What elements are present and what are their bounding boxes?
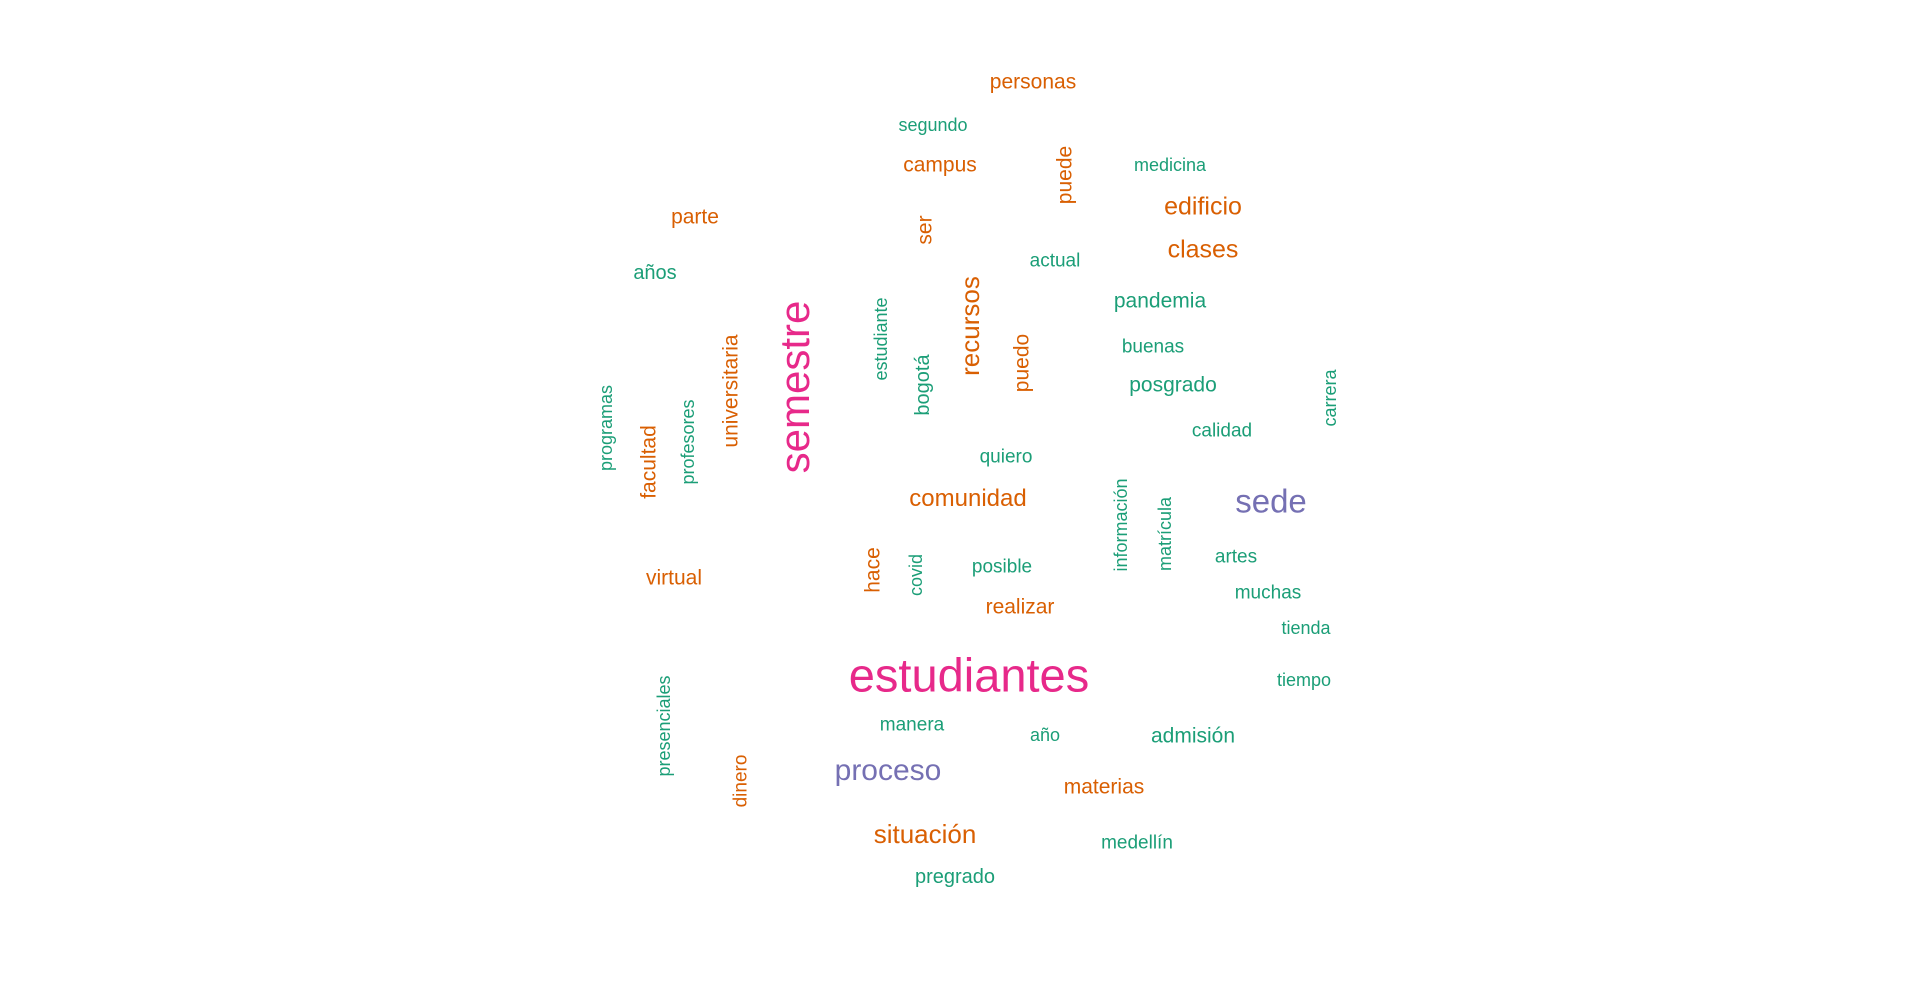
word-universitaria: universitaria <box>719 334 743 448</box>
word-año: año <box>1029 725 1061 745</box>
word-tiempo: tiempo <box>1276 670 1332 690</box>
word-pandemia: pandemia <box>1113 289 1207 313</box>
word-recursos: recursos <box>955 276 985 376</box>
word-dinero: dinero <box>730 754 752 808</box>
word-hace: hace <box>861 547 885 593</box>
word-buenas: buenas <box>1121 336 1185 358</box>
word-carrera: carrera <box>1320 369 1340 427</box>
word-situación: situación <box>873 819 977 849</box>
word-muchas: muchas <box>1234 582 1302 604</box>
word-años: años <box>633 262 677 284</box>
word-proceso: proceso <box>834 754 942 787</box>
word-calidad: calidad <box>1191 420 1253 442</box>
word-medellín: medellín <box>1101 832 1173 854</box>
word-comunidad: comunidad <box>909 485 1027 512</box>
word-pregrado: pregrado <box>914 866 996 888</box>
word-artes: artes <box>1214 546 1258 568</box>
word-manera: manera <box>879 714 945 736</box>
word-sede: sede <box>1235 482 1307 520</box>
word-puede: puede <box>1053 145 1077 205</box>
word-programas: programas <box>596 384 616 472</box>
word-admisión: admisión <box>1150 724 1236 748</box>
word-presenciales: presenciales <box>654 675 674 777</box>
word-bogotá: bogotá <box>912 354 934 416</box>
word-facultad: facultad <box>637 425 661 499</box>
word-estudiante: estudiante <box>871 297 891 381</box>
word-medicina: medicina <box>1133 155 1207 175</box>
word-semestre: semestre <box>771 300 818 474</box>
word-posgrado: posgrado <box>1129 373 1217 397</box>
word-tienda: tienda <box>1281 618 1331 638</box>
word-edificio: edificio <box>1164 192 1242 221</box>
word-matrícula: matrícula <box>1155 496 1175 572</box>
word-posible: posible <box>971 556 1033 578</box>
word-ser: ser <box>913 215 937 245</box>
word-estudiantes: estudiantes <box>848 648 1090 702</box>
word-clases: clases <box>1167 235 1239 264</box>
word-covid: covid <box>906 553 926 597</box>
word-actual: actual <box>1029 250 1081 272</box>
word-materias: materias <box>1063 775 1145 799</box>
word-realizar: realizar <box>985 595 1055 619</box>
word-quiero: quiero <box>979 446 1033 468</box>
word-virtual: virtual <box>645 566 703 590</box>
word-personas: personas <box>989 70 1077 94</box>
word-campus: campus <box>903 153 977 177</box>
word-puedo: puedo <box>1010 333 1034 393</box>
word-segundo: segundo <box>898 115 968 135</box>
word-información: información <box>1111 478 1131 572</box>
word-profesores: profesores <box>678 399 698 485</box>
word-parte: parte <box>671 205 719 229</box>
